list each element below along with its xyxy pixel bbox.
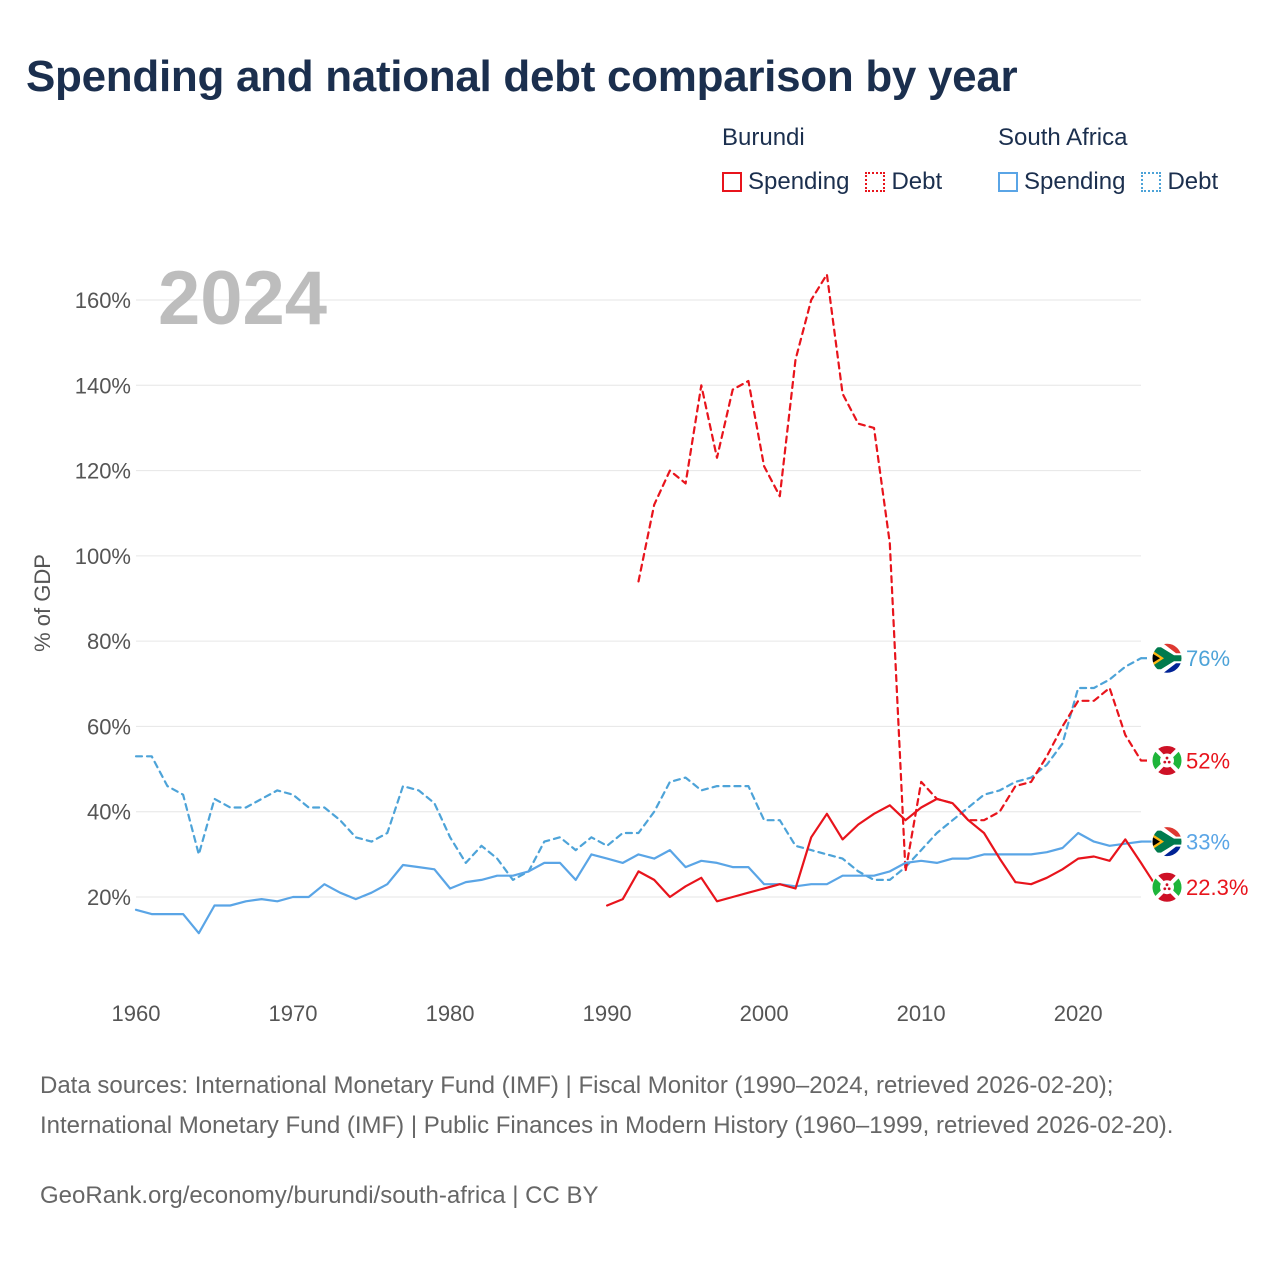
y-tick-label: 160% <box>75 288 131 313</box>
x-tick-label: 1970 <box>269 1001 318 1026</box>
end-value-label: 22.3% <box>1186 875 1248 900</box>
legend-label: Spending <box>748 168 850 195</box>
south-africa-flag-icon <box>1151 826 1183 858</box>
x-tick-label: 1980 <box>426 1001 475 1026</box>
y-tick-label: 120% <box>75 459 131 484</box>
y-tick-label: 140% <box>75 373 131 398</box>
y-tick-label: 100% <box>75 544 131 569</box>
legend-label: Debt <box>1167 168 1219 195</box>
legend-label: Debt <box>891 168 943 195</box>
legend-item-burundi-debt[interactable]: Debt <box>865 168 942 196</box>
burundi-debt-line <box>637 273 1143 873</box>
axis-ticks: 20% 40% 60% 80% 100% 120% 140% 160% 1960 1970 1980… <box>75 288 1103 1026</box>
y-tick-label: 40% <box>87 800 131 825</box>
burundi-flag-icon <box>1151 871 1183 903</box>
dotted-swatch-icon <box>1141 172 1162 192</box>
chart-title: Spending and national debt comparison by… <box>26 52 1018 101</box>
x-tick-label: 2000 <box>740 1001 789 1026</box>
burundi-spending-line <box>606 797 1158 907</box>
legend-group-burundi: Burundi Spending Debt <box>722 124 958 196</box>
year-watermark: 2024 <box>158 256 327 341</box>
line-chart: 2024 % of GDP 20% 40% 60% 80% 100% 120% 140% 16… <box>30 256 1248 1026</box>
grid-lines <box>136 299 1141 898</box>
end-value-label: 52% <box>1186 749 1230 774</box>
end-value-label: 33% <box>1186 830 1230 855</box>
y-tick-label: 20% <box>87 885 131 910</box>
south-africa-flag-icon <box>1151 642 1183 674</box>
y-tick-label: 60% <box>87 714 131 739</box>
solid-swatch-icon <box>722 172 742 192</box>
x-tick-label: 1960 <box>112 1001 161 1026</box>
burundi-flag-icon <box>1151 745 1183 777</box>
legend-item-burundi-spending[interactable]: Spending <box>722 168 849 196</box>
end-value-label: 76% <box>1186 646 1230 671</box>
x-tick-label: 2020 <box>1054 1001 1103 1026</box>
y-tick-label: 80% <box>87 629 131 654</box>
y-axis-label: % of GDP <box>30 554 55 652</box>
legend-group-name: South Africa <box>998 124 1128 151</box>
legend-group-name: Burundi <box>722 124 805 151</box>
x-tick-label: 1990 <box>583 1001 632 1026</box>
legend-item-south-africa-debt[interactable]: Debt <box>1141 168 1218 196</box>
x-tick-label: 2010 <box>897 1001 946 1026</box>
legend-group-south-africa: South Africa Spending Debt <box>998 124 1234 196</box>
end-markers: 76% 52% 33% 22.3% <box>1151 642 1248 903</box>
series-lines <box>134 273 1158 935</box>
south-africa-debt-line <box>134 657 1143 881</box>
legend-label: Spending <box>1024 168 1126 195</box>
dotted-swatch-icon <box>865 172 886 192</box>
south-africa-spending-line <box>134 831 1143 935</box>
legend-item-south-africa-spending[interactable]: Spending <box>998 168 1125 196</box>
attribution-link[interactable]: GeoRank.org/economy/burundi/south-africa… <box>40 1182 599 1209</box>
data-sources: Data sources: International Monetary Fun… <box>40 1072 1174 1139</box>
solid-swatch-icon <box>998 172 1018 192</box>
